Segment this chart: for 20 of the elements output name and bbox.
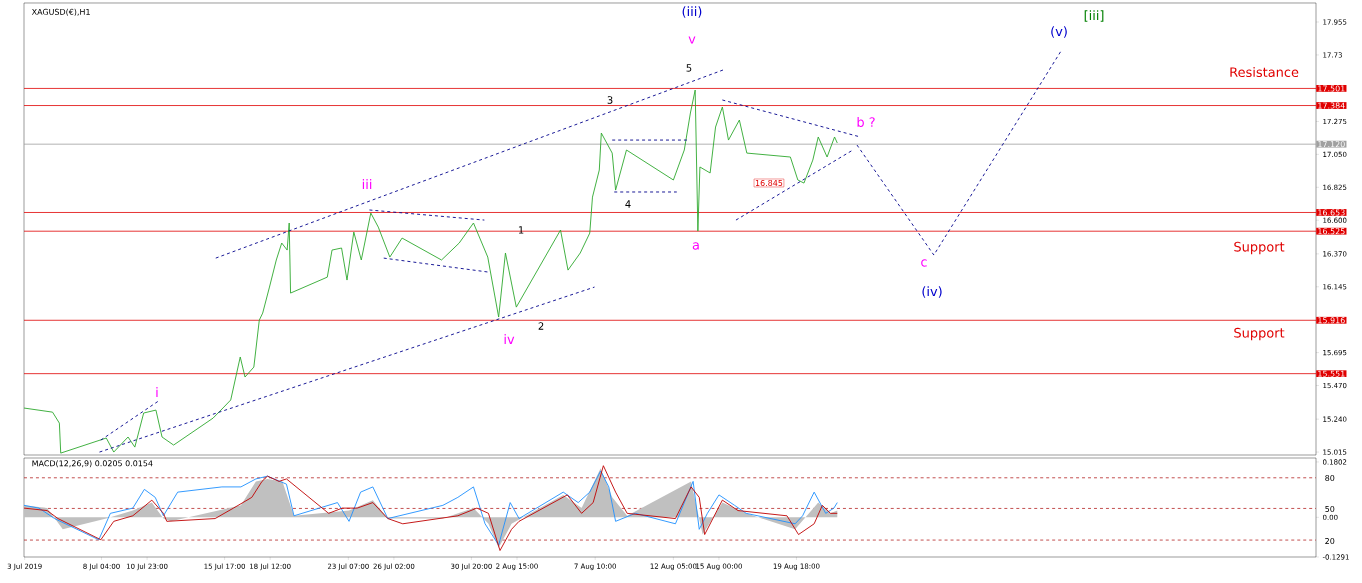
annotation: c	[921, 259, 927, 267]
annotation: a	[692, 242, 699, 250]
annotation: b ?	[857, 117, 875, 128]
annotation: (iii)	[682, 6, 702, 18]
annotation: 4	[625, 200, 631, 208]
annotation: [iii]	[1084, 10, 1104, 22]
annotation: (iv)	[922, 286, 942, 298]
annotation: 5	[686, 64, 692, 72]
annotation: v	[688, 36, 696, 44]
annotation: iv	[504, 334, 515, 344]
line-series	[23, 89, 838, 454]
annotation: Support	[1234, 327, 1285, 341]
annotation: 1	[518, 226, 524, 234]
annotation: Support	[1234, 241, 1285, 255]
annotation: (v)	[1051, 26, 1067, 38]
annotation: 3	[607, 96, 613, 104]
annotation: 2	[538, 322, 544, 330]
annotation: Resistance	[1230, 67, 1299, 78]
annotation: i	[156, 387, 158, 397]
annotation: iii	[362, 179, 372, 189]
